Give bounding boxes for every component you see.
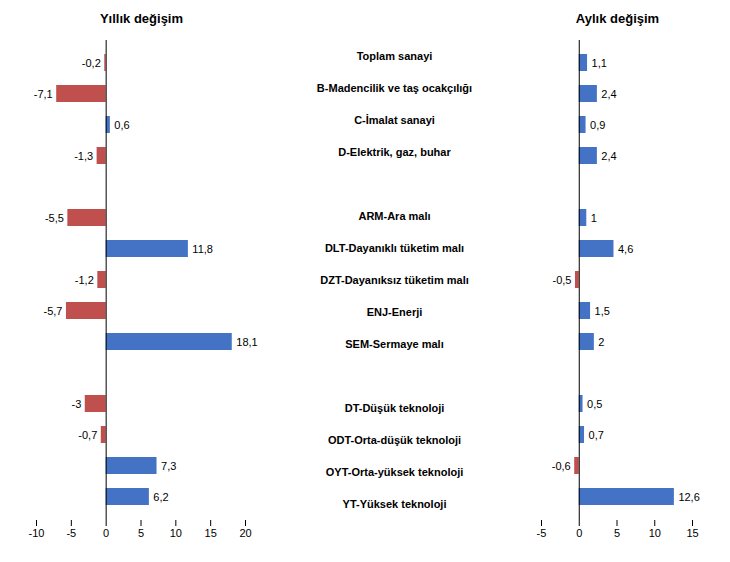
svg-text:2: 2 [598,336,604,348]
svg-text:15: 15 [205,527,217,539]
svg-text:0,9: 0,9 [590,119,605,131]
svg-text:-0,7: -0,7 [78,429,97,441]
svg-text:1: 1 [591,212,597,224]
svg-text:-7,1: -7,1 [34,88,53,100]
svg-text:20: 20 [239,527,251,539]
svg-text:D-Elektrik, gaz, buhar: D-Elektrik, gaz, buhar [338,146,451,158]
html-text:Aylık değişim: Aylık değişim [575,11,660,26]
svg-text:2,4: 2,4 [601,88,616,100]
svg-text:6,2: 6,2 [153,491,168,503]
svg-text:11,8: 11,8 [192,243,213,255]
svg-text:7,3: 7,3 [161,460,176,472]
svg-text:DZT-Dayanıksız tüketim malı: DZT-Dayanıksız tüketim malı [320,274,469,286]
svg-text:-1,3: -1,3 [74,150,93,162]
svg-text:12,6: 12,6 [678,491,699,503]
svg-text:-5,5: -5,5 [45,212,64,224]
svg-text:-5,7: -5,7 [43,305,62,317]
svg-text:ARM-Ara malı: ARM-Ara malı [358,210,430,222]
svg-text:2,4: 2,4 [601,150,616,162]
svg-text:10: 10 [649,527,661,539]
svg-text:DLT-Dayanıklı tüketim malı: DLT-Dayanıklı tüketim malı [325,242,464,254]
html-text:Yıllık değişim: Yıllık değişim [100,11,183,26]
svg-text:DT-Düşük teknoloji: DT-Düşük teknoloji [345,402,445,414]
svg-text:1,1: 1,1 [592,57,607,69]
svg-text:5: 5 [614,527,620,539]
svg-text:YT-Yüksek teknoloji: YT-Yüksek teknoloji [343,498,447,510]
svg-text:OYT-Orta-yüksek teknoloji: OYT-Orta-yüksek teknoloji [326,466,464,478]
svg-text:0,5: 0,5 [587,398,602,410]
svg-text:18,1: 18,1 [236,336,257,348]
svg-text:-1,2: -1,2 [75,274,94,286]
svg-text:-5: -5 [66,527,76,539]
svg-text:-3: -3 [71,398,81,410]
svg-text:15: 15 [686,527,698,539]
svg-text:SEM-Sermaye malı: SEM-Sermaye malı [345,338,443,350]
svg-text:-0,2: -0,2 [82,57,101,69]
svg-text:ENJ-Enerji: ENJ-Enerji [367,306,423,318]
svg-text:ODT-Orta-düşük teknoloji: ODT-Orta-düşük teknoloji [328,434,461,446]
svg-text:10: 10 [170,527,182,539]
svg-text:-5: -5 [537,527,547,539]
svg-text:B-Madencilik ve taş ocakçılığı: B-Madencilik ve taş ocakçılığı [317,82,472,94]
svg-text:Toplam sanayi: Toplam sanayi [357,50,433,62]
svg-text:1,5: 1,5 [595,305,610,317]
svg-text:4,6: 4,6 [618,243,633,255]
svg-text:0: 0 [576,527,582,539]
svg-text:C-İmalat sanayi: C-İmalat sanayi [354,114,435,126]
svg-text:-0,5: -0,5 [553,274,572,286]
svg-text:0,6: 0,6 [114,119,129,131]
svg-text:0,7: 0,7 [589,429,604,441]
svg-text:0: 0 [103,527,109,539]
svg-text:5: 5 [138,527,144,539]
svg-text:-10: -10 [29,527,45,539]
svg-text:-0,6: -0,6 [552,460,571,472]
